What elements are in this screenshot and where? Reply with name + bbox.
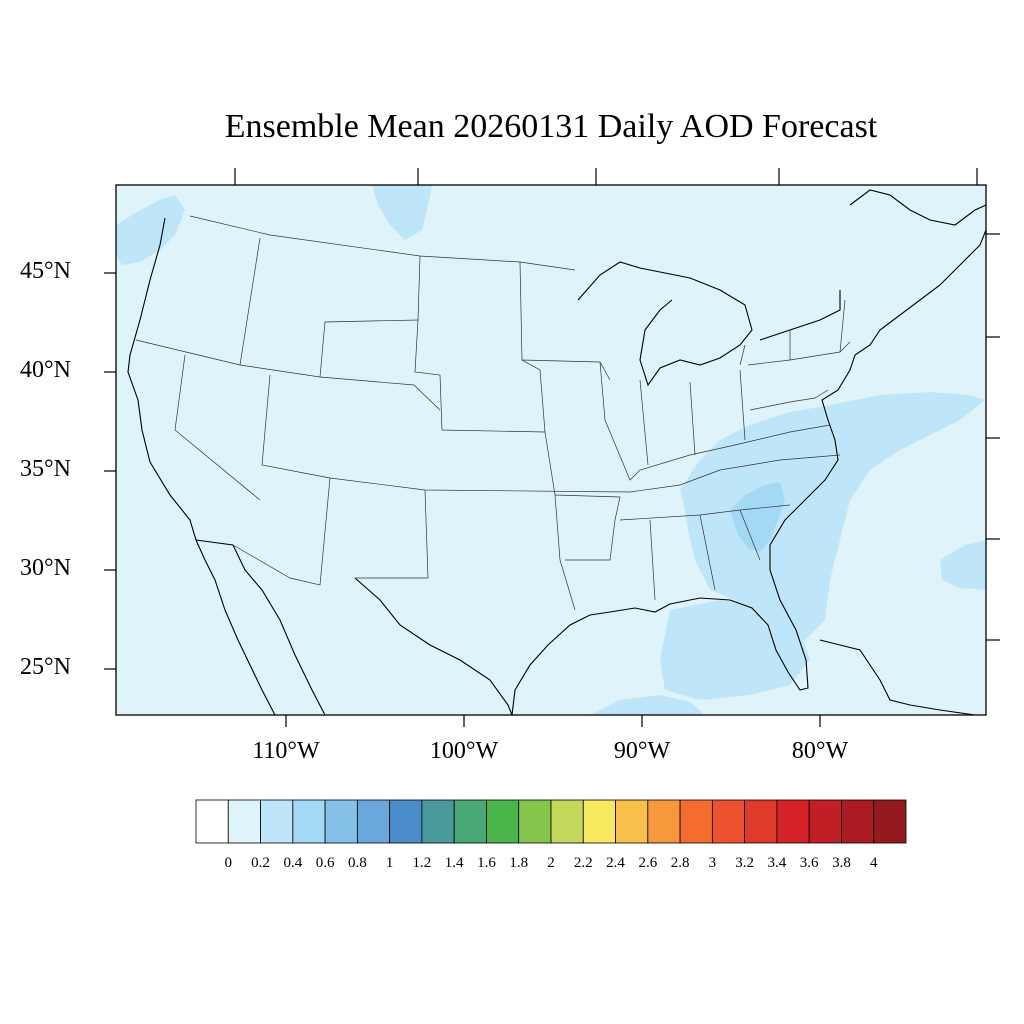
coastline <box>127 189 986 715</box>
colorbar-swatch-3 <box>292 799 326 844</box>
colorbar-label-2: 0.4 <box>283 855 303 871</box>
colorbar-swatch-0 <box>195 799 229 844</box>
colorbar-swatch-21 <box>873 799 907 844</box>
lat-label-35n: 35°N <box>20 456 71 482</box>
aod-region-carolinas-peak <box>730 482 785 552</box>
colorbar-label-5: 1 <box>385 855 394 871</box>
colorbar-swatch-10 <box>518 799 552 844</box>
lon-label-90w: 90°W <box>613 738 671 764</box>
colorbar-swatch-9 <box>486 799 520 844</box>
colorbar-label-18: 3.6 <box>799 855 819 871</box>
colorbar-label-10: 2 <box>547 855 555 871</box>
lat-label-25n: 25°N <box>20 654 71 680</box>
colorbar-label-3: 0.6 <box>315 855 335 871</box>
colorbar-label-1: 0.2 <box>251 855 270 871</box>
colorbar-label-0: 0 <box>224 855 233 871</box>
colorbar-swatch-12 <box>582 799 616 844</box>
colorbar-swatch-18 <box>776 799 810 844</box>
colorbar-label-16: 3.2 <box>735 855 754 871</box>
aod-region-gulf-south <box>590 695 705 715</box>
colorbar-label-7: 1.4 <box>444 855 464 871</box>
colorbar-label-15: 3 <box>708 855 717 871</box>
lat-label-45n: 45°N <box>20 258 71 284</box>
colorbar-swatch-15 <box>679 799 713 844</box>
aod-region-northwest <box>116 195 185 265</box>
colorbar-label-11: 2.2 <box>573 855 593 871</box>
colorbar <box>195 799 907 844</box>
colorbar-swatch-14 <box>647 799 681 844</box>
colorbar-label-9: 1.8 <box>509 855 529 871</box>
colorbar-swatch-16 <box>711 799 746 844</box>
colorbar-swatch-13 <box>615 799 649 844</box>
map-frame <box>115 184 987 716</box>
aod-region-north-plume <box>372 185 432 240</box>
colorbar-swatch-5 <box>356 799 391 844</box>
colorbar-label-6: 1.2 <box>412 855 432 871</box>
colorbar-label-17: 3.4 <box>767 855 787 871</box>
aod-contours <box>116 185 986 715</box>
lon-label-80w: 80°W <box>791 738 849 764</box>
colorbar-label-14: 2.8 <box>670 855 690 871</box>
colorbar-swatch-11 <box>550 799 584 844</box>
lat-label-40n: 40°N <box>20 357 71 383</box>
axis-ticks <box>104 168 1000 727</box>
lon-label-110w: 110°W <box>252 738 320 764</box>
colorbar-swatch-20 <box>841 799 875 844</box>
lon-label-100w: 100°W <box>429 738 499 764</box>
colorbar-label-4: 0.8 <box>347 855 367 871</box>
colorbar-label-13: 2.6 <box>638 855 658 871</box>
colorbar-swatch-1 <box>227 799 261 844</box>
colorbar-swatch-4 <box>324 799 358 844</box>
aod-region-atlantic-east <box>940 540 986 590</box>
state-borders <box>135 215 851 611</box>
colorbar-swatch-17 <box>744 799 778 844</box>
lat-label-30n: 30°N <box>20 555 71 581</box>
colorbar-label-8: 1.6 <box>477 855 496 871</box>
colorbar-label-19: 3.8 <box>832 855 851 871</box>
colorbar-swatch-2 <box>260 799 294 844</box>
colorbar-swatch-8 <box>453 799 487 844</box>
map-title: Ensemble Mean 20260131 Daily AOD Forecas… <box>224 108 878 145</box>
colorbar-swatch-6 <box>389 799 423 844</box>
colorbar-label-12: 2.4 <box>606 855 625 871</box>
aod-region-southeast-plume <box>680 392 985 640</box>
colorbar-swatch-7 <box>421 799 455 844</box>
colorbar-label-20: 4 <box>869 855 878 871</box>
colorbar-swatch-19 <box>808 799 842 844</box>
